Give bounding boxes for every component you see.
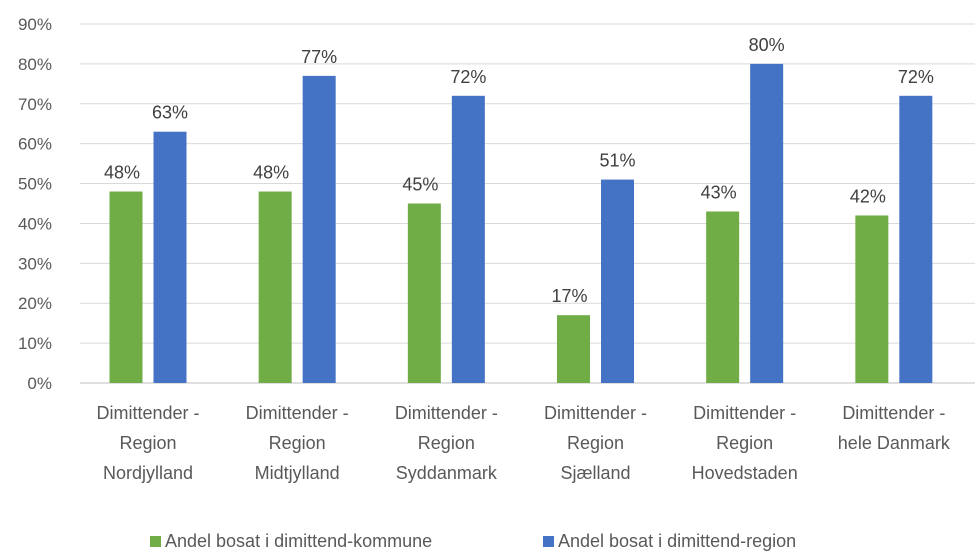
data-label: 42% [850,186,886,206]
x-category-label: Sjælland [560,463,630,483]
data-label: 72% [450,67,486,87]
data-label: 80% [749,35,785,55]
x-category-label: Syddanmark [396,463,498,483]
x-axis-categories: Dimittender - Region Nordjylland Dimittende… [96,403,950,483]
legend-label: Andel bosat i dimittend-kommune [165,531,432,551]
data-label: 77% [301,47,337,67]
x-category-label: Dimittender - [246,403,349,423]
bar-region [601,179,634,383]
x-category-label: Dimittender - [395,403,498,423]
data-label: 45% [402,175,438,195]
legend-swatch [150,536,161,547]
legend-label: Andel bosat i dimittend-region [558,531,796,551]
x-category-label: Nordjylland [103,463,193,483]
legend: Andel bosat i dimittend-kommune Andel bos… [150,531,796,551]
x-category-label: Region [119,433,176,453]
x-category-label: Midtjylland [255,463,340,483]
bar-kommune [557,315,590,383]
bar-region [302,75,336,383]
x-category-label: Dimittender - [544,403,647,423]
bar-kommune [258,191,292,383]
data-label: 48% [104,163,140,183]
y-tick-label: 40% [18,214,52,233]
x-category-label: Hovedstaden [692,463,798,483]
data-label: 63% [152,103,188,123]
x-category-label: hele Danmark [838,433,951,453]
gridlines [80,23,975,384]
data-label: 51% [599,151,635,171]
x-category-label: Region [716,433,773,453]
data-label: 43% [701,182,737,202]
bar-region [899,95,933,384]
y-tick-label: 60% [18,135,52,154]
bar-region [750,63,784,384]
y-tick-label: 80% [18,55,52,74]
y-tick-label: 70% [18,95,52,114]
x-category-label: Dimittender - [96,403,199,423]
data-label: 48% [253,163,289,183]
bars [109,63,933,384]
y-tick-label: 30% [18,254,52,273]
y-axis-ticks: 0% 10% 20% 30% 40% 50% 60% 70% 80% 90% [18,15,52,393]
bar-kommune [109,191,143,383]
bar-region [451,95,485,384]
bar-kommune [855,215,889,383]
y-tick-label: 90% [18,15,52,34]
y-tick-label: 50% [18,175,52,194]
y-tick-label: 20% [18,294,52,313]
bar-kommune [407,203,441,383]
x-category-label: Dimittender - [842,403,945,423]
bar-region [153,131,187,383]
legend-swatch [543,536,554,547]
x-category-label: Region [418,433,475,453]
bar-kommune [706,211,740,383]
x-category-label: Region [269,433,326,453]
x-category-label: Dimittender - [693,403,796,423]
x-category-label: Region [567,433,624,453]
data-labels: 48% 63% 48% 77% 45% 72% 17% 51% 43% 80% 42% 72% [104,35,934,306]
y-tick-label: 10% [18,334,52,353]
data-label: 72% [898,67,934,87]
data-label: 17% [551,286,587,306]
y-tick-label: 0% [27,374,52,393]
